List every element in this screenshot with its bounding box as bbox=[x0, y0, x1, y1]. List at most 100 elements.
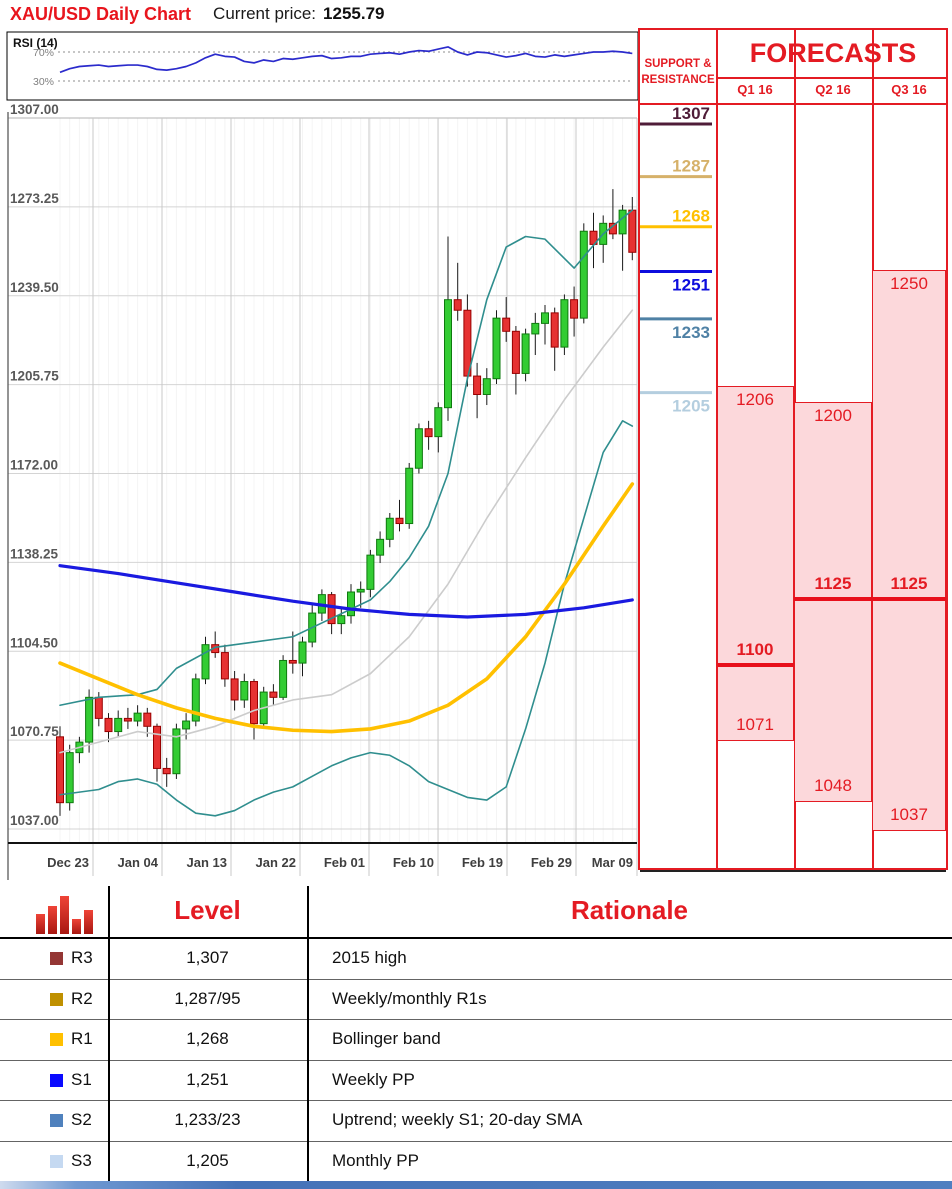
candle-body bbox=[269, 691, 278, 698]
candle-body bbox=[570, 299, 579, 319]
icon-bar bbox=[60, 896, 69, 934]
candle-body bbox=[434, 407, 443, 438]
forecast-key-value: 1100 bbox=[736, 640, 774, 660]
candle-body bbox=[288, 659, 297, 664]
candle-body bbox=[414, 428, 423, 469]
sma200-blue-line bbox=[58, 564, 634, 619]
candle-body bbox=[250, 681, 258, 725]
y-axis-label: 1172.00 bbox=[10, 458, 58, 473]
level-code: R1 bbox=[71, 1029, 93, 1049]
forecast-top-value: 1250 bbox=[890, 274, 928, 294]
forecast-key-line bbox=[872, 597, 946, 602]
candle-body bbox=[492, 317, 501, 380]
rationale-column-header: Rationale bbox=[570, 895, 689, 925]
candle-body bbox=[65, 752, 74, 804]
forecast-top-value: 1200 bbox=[814, 405, 852, 425]
sma20-gray-line bbox=[59, 309, 634, 754]
level-value: 1,287/95 bbox=[174, 988, 241, 1008]
level-rationale: Uptrend; weekly S1; 20-day SMA bbox=[332, 1110, 583, 1130]
bottom-accent-bar bbox=[0, 1181, 952, 1189]
level-code: R2 bbox=[71, 988, 93, 1008]
sr-level-label: 1233 bbox=[672, 323, 710, 342]
candle-body bbox=[502, 317, 511, 332]
candle-body bbox=[85, 696, 94, 743]
candle-body bbox=[153, 725, 161, 769]
level-color-swatch bbox=[50, 1114, 63, 1128]
forecast-quarter-header: Q1 16 bbox=[737, 82, 773, 97]
icon-bar bbox=[48, 906, 57, 934]
candle-body bbox=[230, 678, 239, 701]
x-axis-label: Jan 04 bbox=[118, 855, 159, 870]
level-rationale: Weekly/monthly R1s bbox=[332, 988, 487, 1008]
levels-table-header: Level Rationale bbox=[0, 886, 952, 939]
level-code: R3 bbox=[71, 948, 93, 967]
candles bbox=[56, 189, 637, 816]
candle-body bbox=[579, 230, 588, 319]
rsi-label: RSI (14) bbox=[13, 36, 58, 50]
y-axis-label: 1070.75 bbox=[10, 724, 59, 739]
y-axis-label: 1273.25 bbox=[10, 191, 59, 206]
candle-body bbox=[347, 591, 355, 617]
candle-body bbox=[560, 299, 569, 348]
x-axis-label: Mar 09 bbox=[592, 855, 633, 870]
candle-body bbox=[337, 615, 346, 625]
x-axis-label: Feb 10 bbox=[393, 855, 434, 870]
level-value: 1,233/23 bbox=[174, 1110, 241, 1130]
candle-body bbox=[162, 767, 171, 775]
level-row-s1: S1 1,251 Weekly PP bbox=[0, 1061, 952, 1102]
forecast-key-value: 1125 bbox=[814, 574, 852, 594]
candle-body bbox=[385, 517, 394, 540]
candle-body bbox=[240, 681, 249, 701]
forecasts-title: FORECASTS bbox=[749, 38, 917, 68]
candle-body bbox=[298, 641, 307, 664]
forecast-key-line bbox=[794, 597, 872, 602]
level-code: S2 bbox=[71, 1110, 92, 1130]
sr-level-label: 1287 bbox=[672, 157, 710, 176]
level-row-r1: R1 1,268 Bollinger band bbox=[0, 1020, 952, 1061]
candle-body bbox=[191, 678, 200, 722]
candle-body bbox=[104, 717, 113, 733]
forecast-key-value: 1125 bbox=[890, 574, 928, 594]
candle-body bbox=[356, 588, 365, 593]
y-axis-label: 1037.00 bbox=[10, 813, 59, 828]
forecast-bottom-value: 1048 bbox=[814, 776, 852, 796]
y-axis-label: 1307.00 bbox=[10, 102, 59, 117]
level-value: 1,205 bbox=[186, 1151, 229, 1170]
level-column-header: Level bbox=[174, 895, 241, 925]
forecast-range-box bbox=[716, 385, 794, 742]
candle-body bbox=[531, 322, 540, 335]
support-resistance-header: SUPPORT & RESISTANCE bbox=[641, 58, 715, 87]
sr-level-label: 1205 bbox=[672, 397, 710, 416]
forecast-header-divider bbox=[640, 103, 946, 105]
chart-header: XAU/USD Daily Chart Current price: 1255.… bbox=[0, 0, 640, 28]
level-color-swatch bbox=[50, 1155, 63, 1168]
candle-body bbox=[628, 209, 637, 253]
level-row-s2: S2 1,233/23 Uptrend; weekly S1; 20-day SMA bbox=[0, 1101, 952, 1142]
sma100-yellow-line bbox=[58, 482, 635, 734]
level-value: 1,251 bbox=[186, 1069, 229, 1089]
candle-body bbox=[143, 712, 152, 727]
candle-body bbox=[201, 644, 210, 680]
level-color-swatch bbox=[50, 952, 63, 965]
x-axis-label: Dec 23 bbox=[47, 855, 89, 870]
forecast-top-value: 1206 bbox=[736, 389, 774, 409]
candle-body bbox=[376, 538, 385, 556]
candle-body bbox=[220, 652, 229, 680]
x-axis-label: Feb 19 bbox=[462, 855, 503, 870]
column-divider bbox=[307, 886, 309, 1185]
forecast-quarter-header: Q2 16 bbox=[815, 82, 851, 97]
level-row-r2: R2 1,287/95 Weekly/monthly R1s bbox=[0, 980, 952, 1021]
y-axis-label: 1138.25 bbox=[10, 546, 59, 561]
rsi-30-label: 30% bbox=[33, 76, 54, 88]
candle-body bbox=[618, 209, 627, 235]
y-axis-label: 1239.50 bbox=[10, 280, 59, 295]
current-price-label: Current price: bbox=[213, 4, 317, 23]
sr-level-label: 1268 bbox=[672, 207, 710, 226]
level-rationale: Monthly PP bbox=[332, 1151, 419, 1170]
candle-body bbox=[424, 428, 433, 438]
icon-bar bbox=[72, 919, 81, 934]
rsi-70-label: 70% bbox=[33, 47, 54, 59]
icon-bar bbox=[84, 910, 93, 934]
candle-body bbox=[550, 312, 559, 348]
